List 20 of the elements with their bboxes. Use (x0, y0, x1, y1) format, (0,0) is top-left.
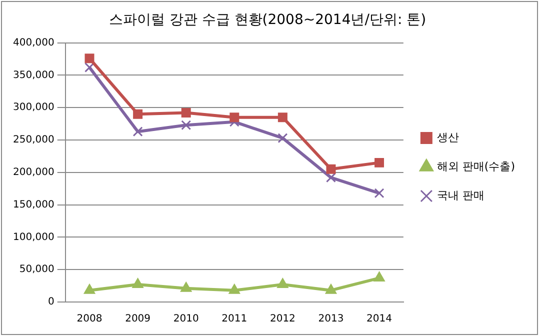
legend-label: 생산 (436, 130, 459, 144)
y-tick-label: 250,000 (12, 134, 54, 146)
y-tick-label: 350,000 (12, 70, 54, 81)
y-tick-label: 300,000 (12, 102, 54, 114)
x-tick-label: 2008 (76, 314, 102, 325)
y-tick-label: 0 (48, 296, 54, 308)
y-tick-label: 400,000 (12, 37, 54, 48)
legend-label: 국내 판매 (436, 188, 484, 202)
x-tick-label: 2011 (222, 314, 248, 325)
x-tick-label: 2012 (270, 314, 296, 325)
y-tick-label: 150,000 (12, 199, 54, 210)
legend-label: 해외 판매(수출) (436, 160, 516, 173)
y-tick-label: 200,000 (12, 166, 54, 178)
x-tick-label: 2009 (125, 314, 151, 325)
x-tick-label: 2013 (318, 314, 344, 325)
x-tick-label: 2010 (173, 314, 199, 325)
y-tick-label: 100,000 (12, 232, 54, 243)
y-tick-label: 50,000 (19, 264, 54, 276)
chart-title: 스파이럴 강관 수급 현황(2008~2014년/단위: 톤) (108, 12, 426, 28)
x-tick-label: 2014 (366, 314, 392, 325)
